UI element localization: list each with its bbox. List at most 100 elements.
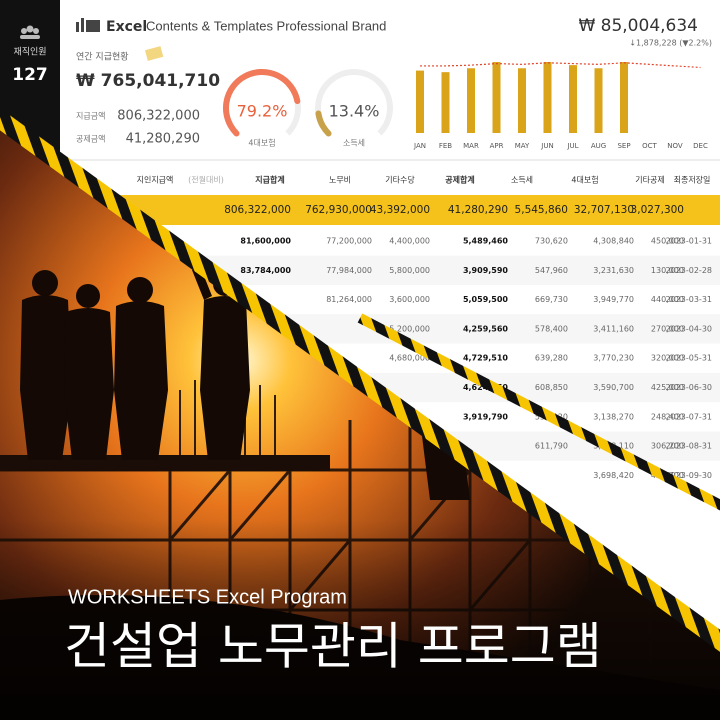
- table-cell: 2023-05-31: [666, 354, 713, 363]
- caution-tape: [357, 313, 720, 511]
- table-cell: 450,000: [651, 237, 684, 246]
- brand: Excel: [106, 19, 147, 35]
- table-cell: 2023-03-31: [666, 295, 713, 304]
- table-cell: 77,200,000: [326, 237, 372, 246]
- header-total: ₩ 85,004,634: [578, 16, 698, 36]
- column-header: (전월대비): [188, 175, 224, 185]
- table-cell: 2023-02-28: [666, 266, 713, 275]
- table-cell: 425,000: [651, 383, 684, 392]
- gauges: 79.2% 4대보험 13.4% 소득세: [223, 69, 393, 148]
- table-cell: 3,909,590: [463, 266, 508, 275]
- gauge-caption: 소득세: [343, 139, 365, 148]
- sidebar-label: 재직인원: [13, 47, 46, 58]
- kpi-deduct: 41,280,290: [126, 132, 200, 147]
- column-header: 최종저장일: [674, 175, 711, 185]
- money-icon: [144, 46, 164, 61]
- table-cell: 4,259,560: [463, 324, 508, 333]
- column-header: 기타공제: [635, 176, 664, 185]
- monthly-chart: JAN FEB MAR APR MAY JUN JUL AUG SEP OCT NOV DEC: [413, 62, 708, 150]
- bar: [543, 62, 552, 133]
- table-cell: 248,400: [651, 412, 684, 421]
- x-tick-label: FEB: [439, 142, 452, 150]
- kpi-deduct-label: 공제금액: [76, 134, 105, 144]
- table-cell: 578,400: [535, 324, 568, 333]
- table-cell: 3,231,630: [593, 266, 634, 275]
- summary-cell: 762,930,000: [305, 204, 372, 216]
- table-cell: 3,411,160: [593, 324, 634, 333]
- table-cell: 320,000: [651, 354, 684, 363]
- banner-title: 건설업 노무관리 프로그램: [64, 618, 602, 676]
- table-cell: 4,680,000: [389, 354, 430, 363]
- kpi-pay: 806,322,000: [117, 109, 200, 124]
- summary-cell: 41,280,290: [448, 204, 508, 216]
- table-cell: 4,729,510: [463, 354, 508, 363]
- table-cell: 3,600,000: [389, 295, 430, 304]
- x-tick-label: JUL: [566, 142, 578, 150]
- table-cell: 81,600,000: [240, 237, 291, 246]
- summary-cell: 43,392,000: [370, 204, 430, 216]
- table-cell: 5,200,000: [389, 324, 430, 333]
- column-header: 공제합계: [445, 175, 474, 185]
- table-cell: 3,949,770: [593, 295, 634, 304]
- table-cell: 4,400,000: [389, 237, 430, 246]
- x-tick-label: MAR: [463, 142, 479, 150]
- table-cell: 3,698,420: [593, 471, 634, 480]
- table-cell: 2023-06-30: [666, 383, 713, 392]
- x-tick-label: JAN: [413, 142, 426, 150]
- gauge-arc: [315, 110, 332, 137]
- table-cell: 4,308,840: [593, 237, 634, 246]
- kpi-total: ₩ 765,041,710: [76, 71, 220, 91]
- table-cell: 83,784,000: [240, 266, 291, 275]
- table-cell: 639,280: [535, 354, 568, 363]
- table-cell: 5,489,460: [463, 237, 508, 246]
- summary-cell: 806,322,000: [224, 204, 291, 216]
- column-header: 소득세: [511, 176, 533, 185]
- table-cell: 669,730: [535, 295, 568, 304]
- summary-cell: 32,707,130: [574, 204, 634, 216]
- table-cell: 440,000: [651, 295, 684, 304]
- column-header: 지급합계: [255, 175, 284, 185]
- x-tick-label: JUN: [540, 142, 553, 150]
- table-cell: 547,960: [535, 266, 568, 275]
- people-icon: [20, 25, 40, 39]
- bar: [518, 68, 526, 133]
- logo: [76, 18, 100, 32]
- x-tick-label: SEP: [617, 142, 630, 150]
- tagline: Contents & Templates Professional Brand: [146, 18, 386, 33]
- x-tick-label: NOV: [667, 142, 683, 150]
- table-cell: 3,770,230: [593, 354, 634, 363]
- caution-tape: [0, 108, 720, 652]
- table-cell: 611,790: [535, 442, 568, 451]
- gauge-value: 79.2%: [237, 102, 288, 121]
- table-cell: 3,138,270: [593, 412, 634, 421]
- sidebar-count: 127: [12, 65, 48, 85]
- table-cell: 81,264,000: [326, 295, 372, 304]
- gauge-arc: [223, 69, 301, 137]
- table-cell: 3,919,790: [463, 412, 508, 421]
- table-cell: 130,000: [651, 266, 684, 275]
- trend-line: [420, 62, 701, 69]
- table-cell: 2023-08-31: [666, 442, 713, 451]
- bar: [492, 62, 501, 133]
- summary-cell: 5,545,860: [515, 204, 568, 216]
- bar: [467, 68, 475, 133]
- x-tick-label: MAY: [515, 142, 530, 150]
- x-tick-label: AUG: [591, 142, 606, 150]
- kpi-pay-label: 지급금액: [76, 111, 105, 121]
- kpi-title: 연간 지급현황: [76, 52, 129, 63]
- bar: [441, 72, 450, 133]
- bar: [594, 68, 603, 133]
- summary-row: [60, 195, 720, 225]
- x-tick-label: DEC: [693, 142, 708, 150]
- gauge-caption: 4대보험: [248, 139, 275, 148]
- bar: [569, 65, 577, 133]
- table-cell: 77,984,000: [326, 266, 372, 275]
- table-cell: 2023-01-31: [666, 237, 713, 246]
- column-header: 지인지급액: [137, 175, 174, 185]
- column-header: 4대보험: [571, 176, 598, 185]
- gauge-value: 13.4%: [329, 102, 380, 121]
- header-change: ↓1,878,228 (▼2.2%): [629, 39, 712, 48]
- table-cell: 3,590,700: [593, 383, 634, 392]
- table-cell: 5,800,000: [389, 266, 430, 275]
